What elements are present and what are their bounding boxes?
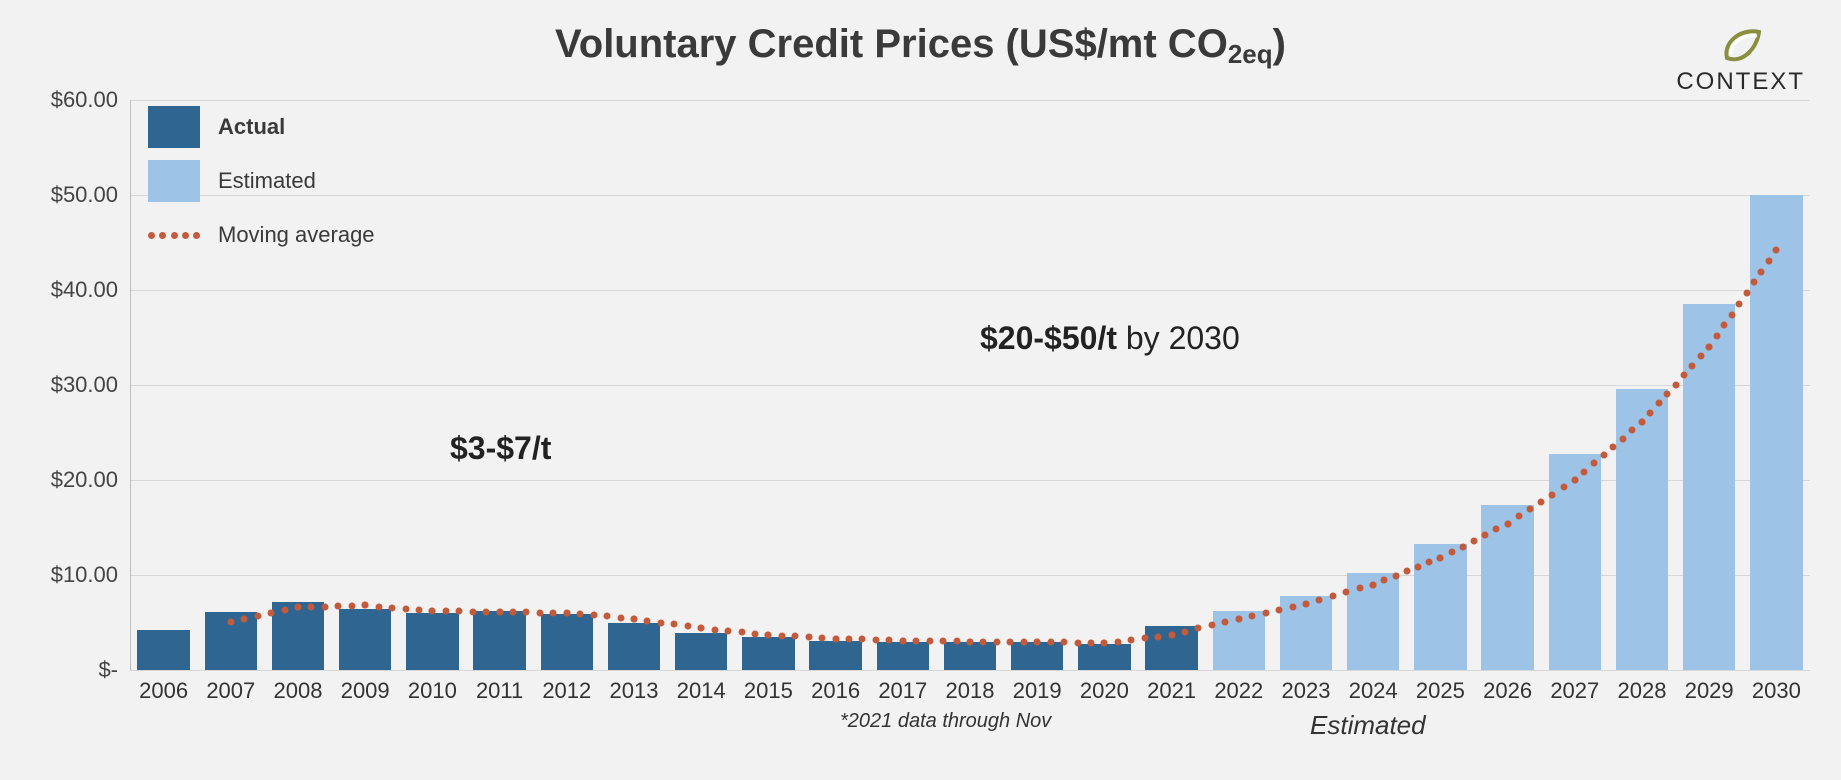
- bar-2024: [1347, 573, 1399, 670]
- x-axis-labels: 2006 2007 2008 2009 2010 2011 2012 2013 2014 2015…: [130, 678, 1810, 708]
- bar-2009: [339, 609, 391, 670]
- title-text: Voluntary Credit Prices (US$/mt CO: [555, 22, 1228, 66]
- legend-label-moving-average: Moving average: [218, 222, 375, 248]
- annotation-historical-range: $3-$7/t: [450, 430, 551, 467]
- x-axis-data-note: *2021 data through Nov: [840, 710, 1051, 733]
- legend-swatch-estimated: [148, 160, 200, 202]
- legend-swatch-moving-average: [148, 214, 200, 256]
- legend-label-estimated: Estimated: [218, 168, 316, 194]
- x-tick-label: 2020: [1080, 678, 1129, 704]
- legend-label-actual: Actual: [218, 114, 285, 140]
- bar-2016: [809, 641, 861, 670]
- bar-2010: [406, 613, 458, 670]
- bar-2022: [1213, 611, 1265, 670]
- x-tick-label: 2014: [677, 678, 726, 704]
- x-tick-label: 2023: [1282, 678, 1331, 704]
- bar-2007: [205, 612, 257, 670]
- x-axis-estimated-label: Estimated: [1310, 710, 1426, 741]
- gridline: [130, 670, 1810, 671]
- bar-2018: [944, 642, 996, 671]
- chart-title: Voluntary Credit Prices (US$/mt CO2eq): [0, 22, 1841, 67]
- annotation-forecast-bold: $20-$50/t: [980, 320, 1117, 356]
- x-tick-label: 2010: [408, 678, 457, 704]
- x-tick-label: 2009: [341, 678, 390, 704]
- x-tick-label: 2026: [1483, 678, 1532, 704]
- bar-2019: [1011, 642, 1063, 671]
- y-tick-label: $60.00: [51, 87, 118, 113]
- bar-2026: [1481, 505, 1533, 670]
- bar-2008: [272, 602, 324, 670]
- bars-group: [130, 100, 1810, 670]
- x-tick-label: 2006: [139, 678, 188, 704]
- x-tick-label: 2018: [946, 678, 995, 704]
- legend-swatch-actual: [148, 106, 200, 148]
- bar-2028: [1616, 389, 1668, 670]
- bar-2021: [1145, 626, 1197, 670]
- y-tick-label: $50.00: [51, 182, 118, 208]
- x-tick-label: 2013: [610, 678, 659, 704]
- legend-item-estimated: Estimated: [148, 160, 375, 202]
- bar-2025: [1414, 544, 1466, 670]
- bar-2015: [742, 637, 794, 670]
- bar-2006: [137, 630, 189, 670]
- bar-2011: [473, 611, 525, 670]
- y-tick-label: $10.00: [51, 562, 118, 588]
- bar-2012: [541, 614, 593, 670]
- legend-item-moving-average: Moving average: [148, 214, 375, 256]
- y-tick-label: $20.00: [51, 467, 118, 493]
- legend-item-actual: Actual: [148, 106, 375, 148]
- x-tick-label: 2008: [274, 678, 323, 704]
- x-tick-label: 2015: [744, 678, 793, 704]
- brand-text: CONTEXT: [1676, 68, 1805, 96]
- bar-2013: [608, 623, 660, 671]
- annotation-historical-text: $3-$7/t: [450, 430, 551, 466]
- context-leaf-icon: [1717, 24, 1765, 66]
- annotation-forecast-rest: by 2030: [1117, 320, 1240, 356]
- x-tick-label: 2030: [1752, 678, 1801, 704]
- bar-2020: [1078, 644, 1130, 670]
- bar-2029: [1683, 304, 1735, 670]
- x-tick-label: 2017: [878, 678, 927, 704]
- y-tick-label: $30.00: [51, 372, 118, 398]
- chart-canvas: { "title_main": "Voluntary Credit Prices…: [0, 0, 1841, 780]
- x-tick-label: 2025: [1416, 678, 1465, 704]
- y-tick-label: $40.00: [51, 277, 118, 303]
- legend: Actual Estimated Moving average: [148, 106, 375, 268]
- bar-2027: [1549, 454, 1601, 670]
- title-close: ): [1273, 22, 1286, 66]
- y-axis: $-$10.00$20.00$30.00$40.00$50.00$60.00: [40, 100, 130, 670]
- x-tick-label: 2016: [811, 678, 860, 704]
- bar-2030: [1750, 195, 1802, 670]
- x-tick-label: 2012: [542, 678, 591, 704]
- x-tick-label: 2027: [1550, 678, 1599, 704]
- bar-2023: [1280, 596, 1332, 670]
- x-tick-label: 2021: [1147, 678, 1196, 704]
- brand-logo: CONTEXT: [1676, 24, 1805, 96]
- x-tick-label: 2028: [1618, 678, 1667, 704]
- x-tick-label: 2007: [206, 678, 255, 704]
- x-tick-label: 2011: [476, 678, 523, 704]
- annotation-forecast-range: $20-$50/t by 2030: [980, 320, 1240, 357]
- plot-area: $-$10.00$20.00$30.00$40.00$50.00$60.00 2…: [130, 100, 1810, 670]
- x-tick-label: 2022: [1214, 678, 1263, 704]
- bar-2014: [675, 633, 727, 670]
- y-tick-label: $-: [98, 657, 118, 683]
- bar-2017: [877, 642, 929, 671]
- title-subscript: 2eq: [1228, 39, 1273, 69]
- x-tick-label: 2019: [1013, 678, 1062, 704]
- x-tick-label: 2024: [1349, 678, 1398, 704]
- x-tick-label: 2029: [1685, 678, 1734, 704]
